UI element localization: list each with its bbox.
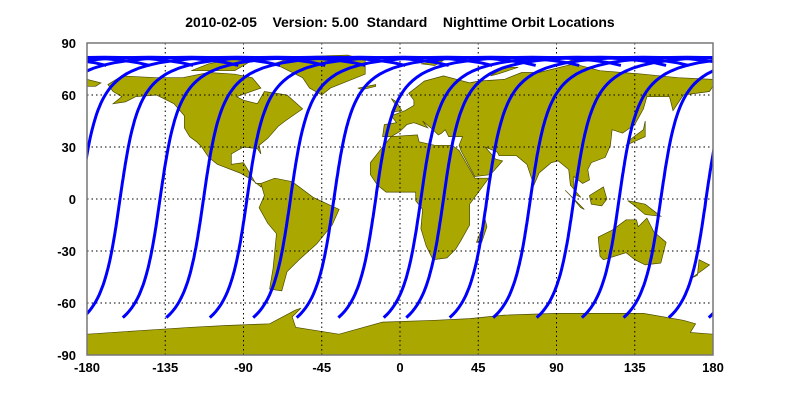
x-tick-label: 90 [549,360,563,375]
y-tick-label: -30 [57,244,76,259]
orbit-track [87,55,366,316]
y-tick-label: 30 [62,140,76,155]
chart-title: 2010-02-05 Version: 5.00 Standard Nightt… [185,14,615,30]
y-tick-label: 0 [69,192,76,207]
x-tick-label: 135 [624,360,646,375]
x-tick-label: -135 [152,360,178,375]
orbit-track [382,55,667,319]
orbit-tracks [0,55,800,319]
orbit-track [337,55,622,319]
orbit-track [448,55,713,319]
land-borneo [589,186,608,207]
orbit-track [0,57,63,317]
orbit-track [405,55,690,319]
orbit-track [208,55,493,319]
orbit-track [580,59,713,319]
orbit-track [749,57,800,317]
land-chukotka-west [87,79,102,87]
plot-frame [86,42,714,356]
x-tick-label: -180 [74,360,100,375]
orbit-track [252,55,537,319]
x-tick-labels: -180 -135 -90 -45 0 45 90 135 180 [74,360,724,375]
y-tick-label: -60 [57,296,76,311]
land-layer [87,54,713,355]
x-tick-label: -45 [312,360,331,375]
x-tick-label: 0 [396,360,403,375]
land-new-guinea [627,200,662,217]
land-new-zealand [690,259,711,280]
y-tick-label: 90 [62,36,76,51]
y-tick-label: -90 [57,348,76,363]
y-tick-labels: 90 60 30 0 -30 -60 -90 [57,36,76,363]
orbit-track [792,57,800,317]
orbit-track [165,55,450,319]
x-tick-label: 180 [702,360,724,375]
orbit-track [0,57,40,317]
y-tick-label: 60 [62,88,76,103]
orbit-track [535,55,713,319]
orbit-track [707,311,713,319]
orbit-track [87,55,326,164]
orbit-track [667,145,713,319]
orbit-track [492,55,713,319]
orbit-track [295,55,580,319]
x-tick-label: -90 [234,360,253,375]
land-eurasia [382,63,713,198]
orbit-track [121,55,406,319]
x-tick-label: 45 [471,360,485,375]
orbit-track [622,69,713,319]
land-africa [370,134,490,261]
